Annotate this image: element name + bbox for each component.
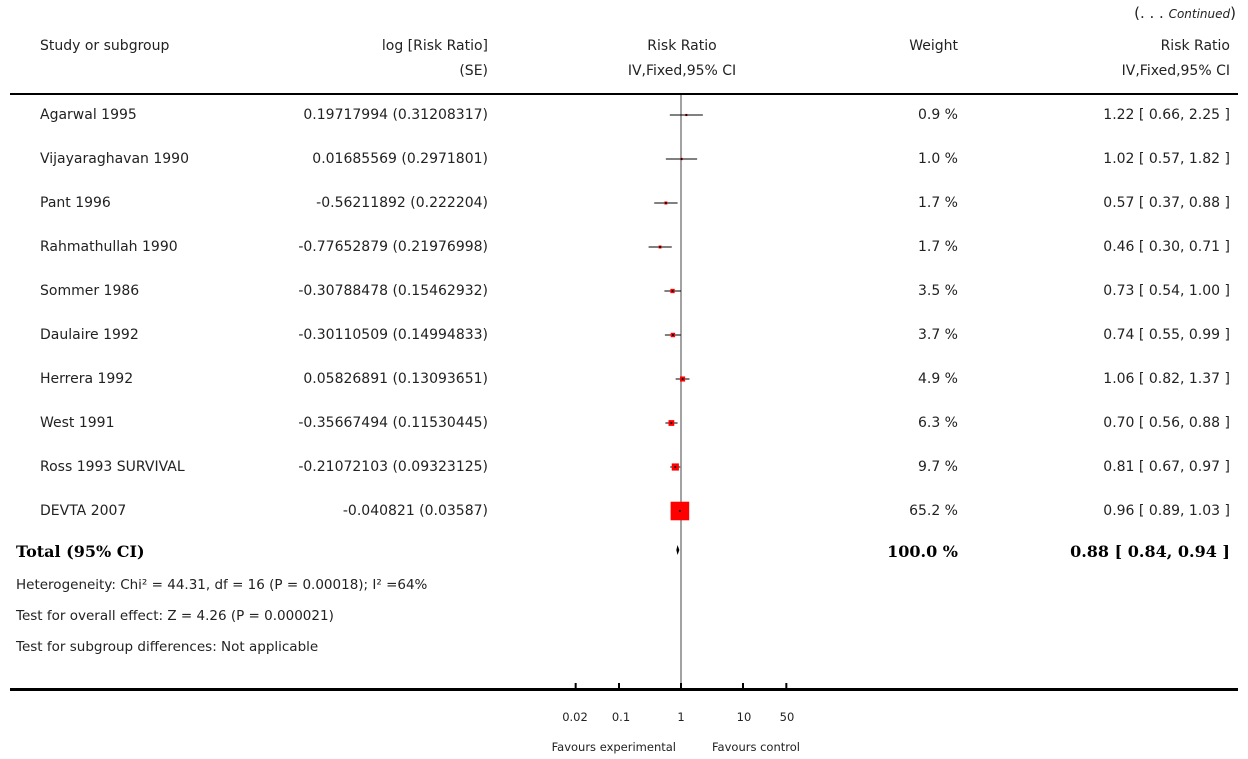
- tick-label: 0.1: [611, 710, 631, 724]
- point-estimate: [681, 378, 684, 380]
- point-estimate: [671, 334, 674, 336]
- tick-label: 0.02: [562, 710, 588, 724]
- continued-open: (. . .: [1134, 4, 1169, 22]
- point-estimate: [670, 422, 673, 424]
- study-name: Daulaire 1992: [40, 327, 139, 343]
- point-estimate: [680, 158, 683, 160]
- col-header-study: Study or subgroup: [40, 38, 170, 54]
- subgroup-note: Test for subgroup differences: Not appli…: [16, 639, 319, 655]
- col-header-plot-ci: IV,Fixed,95% CI: [627, 63, 737, 79]
- rr-ci: 0.73 [ 0.54, 1.00 ]: [1103, 283, 1230, 299]
- logrr-se: -0.30110509 (0.14994833): [298, 327, 488, 343]
- point-estimate: [685, 114, 688, 116]
- study-name: Vijayaraghavan 1990: [40, 151, 189, 167]
- weight: 4.9 %: [917, 371, 958, 387]
- weight: 1.0 %: [917, 151, 958, 167]
- weight: 9.7 %: [917, 459, 958, 475]
- rr-ci: 0.74 [ 0.55, 0.99 ]: [1103, 327, 1230, 343]
- weight: 6.3 %: [917, 415, 958, 431]
- study-name: Agarwal 1995: [40, 107, 137, 123]
- tick-label: 50: [779, 710, 795, 724]
- logrr-se: -0.040821 (0.03587): [342, 503, 488, 519]
- weight: 65.2 %: [909, 503, 958, 519]
- study-name: Sommer 1986: [40, 283, 140, 299]
- point-estimate: [659, 246, 662, 248]
- tick-label: 10: [736, 710, 752, 724]
- continued-close: ): [1230, 4, 1236, 22]
- logrr-se: -0.21072103 (0.09323125): [298, 459, 488, 475]
- logrr-se: 0.01685569 (0.2971801): [312, 151, 488, 167]
- logrr-se: -0.35667494 (0.11530445): [298, 415, 488, 431]
- study-name: Herrera 1992: [40, 371, 134, 387]
- footer-rule: [10, 688, 1238, 691]
- favours-control-label: Favours control: [712, 740, 800, 754]
- study-name: West 1991: [40, 415, 115, 431]
- study-name: Ross 1993 SURVIVAL: [40, 459, 185, 475]
- rr-ci: 0.70 [ 0.56, 0.88 ]: [1103, 415, 1230, 431]
- continued-word: Continued: [1168, 7, 1231, 21]
- logrr-se: -0.77652879 (0.21976998): [298, 239, 488, 255]
- tick-label: 1: [677, 710, 685, 724]
- weight: 1.7 %: [917, 195, 958, 211]
- weight: 1.7 %: [917, 239, 958, 255]
- rr-ci: 1.06 [ 0.82, 1.37 ]: [1103, 371, 1230, 387]
- point-estimate: [664, 202, 667, 204]
- logrr-se: 0.19717994 (0.31208317): [303, 107, 488, 123]
- favours-experimental-label: Favours experimental: [551, 740, 676, 754]
- header-rule: [10, 93, 1238, 95]
- weight: 3.7 %: [917, 327, 958, 343]
- total-weight: 100.0 %: [887, 542, 958, 561]
- col-header-rr: Risk Ratio: [1160, 38, 1230, 54]
- study-name: Rahmathullah 1990: [40, 239, 178, 255]
- heterogeneity-note: Heterogeneity: Chi² = 44.31, df = 16 (P …: [16, 577, 428, 593]
- overall-effect-note: Test for overall effect: Z = 4.26 (P = 0…: [16, 608, 334, 624]
- continued-label: (. . . Continued): [1134, 4, 1236, 22]
- point-estimate: [671, 290, 674, 292]
- logrr-se: 0.05826891 (0.13093651): [303, 371, 488, 387]
- rr-ci: 0.46 [ 0.30, 0.71 ]: [1103, 239, 1230, 255]
- total-diamond: [676, 545, 680, 555]
- point-estimate: [678, 510, 681, 512]
- rr-ci: 0.96 [ 0.89, 1.03 ]: [1103, 503, 1230, 519]
- total-rr-ci: 0.88 [ 0.84, 0.94 ]: [1070, 542, 1230, 561]
- rr-ci: 1.02 [ 0.57, 1.82 ]: [1103, 151, 1230, 167]
- weight: 3.5 %: [917, 283, 958, 299]
- study-name: DEVTA 2007: [40, 503, 127, 519]
- rr-ci: 0.81 [ 0.67, 0.97 ]: [1103, 459, 1230, 475]
- col-header-logrr: log [Risk Ratio]: [381, 38, 488, 54]
- logrr-se: -0.30788478 (0.15462932): [298, 283, 488, 299]
- col-header-rr-ci: IV,Fixed,95% CI: [1121, 63, 1230, 79]
- study-name: Pant 1996: [40, 195, 111, 211]
- col-header-weight: Weight: [909, 38, 958, 54]
- rr-ci: 0.57 [ 0.37, 0.88 ]: [1103, 195, 1230, 211]
- col-header-logrr-se: (SE): [459, 63, 488, 79]
- col-header-plot: Risk Ratio: [647, 38, 717, 54]
- weight: 0.9 %: [917, 107, 958, 123]
- logrr-se: -0.56211892 (0.222204): [316, 195, 488, 211]
- total-label: Total (95% CI): [16, 542, 145, 561]
- rr-ci: 1.22 [ 0.66, 2.25 ]: [1103, 107, 1230, 123]
- point-estimate: [674, 466, 677, 468]
